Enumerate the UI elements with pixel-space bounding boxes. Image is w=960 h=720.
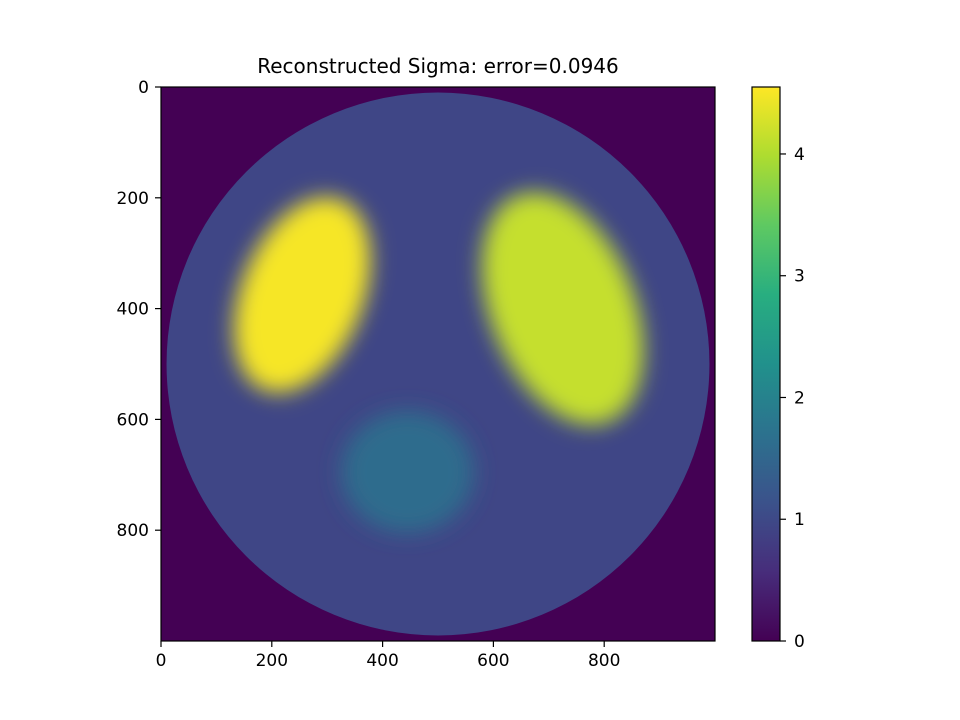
plot-area xyxy=(161,87,715,641)
colorbar-gradient xyxy=(752,87,780,641)
colorbar-ticks: 0 1 2 3 4 xyxy=(780,145,805,652)
inclusion-3 xyxy=(341,411,475,533)
colorbar-tick-label: 2 xyxy=(794,388,805,408)
x-tick-label: 600 xyxy=(477,651,509,671)
y-axis: 0 200 400 600 800 xyxy=(117,78,161,541)
x-tick-label: 400 xyxy=(366,651,398,671)
x-tick-label: 200 xyxy=(256,651,288,671)
colorbar-tick-label: 4 xyxy=(794,145,805,165)
colorbar-tick-label: 1 xyxy=(794,510,805,530)
y-tick-label: 200 xyxy=(117,189,149,209)
x-axis: 0 200 400 600 800 xyxy=(156,641,620,671)
plot-frame xyxy=(160,86,716,642)
colorbar: 0 1 2 3 4 xyxy=(751,86,805,652)
colorbar-tick-label: 3 xyxy=(794,267,805,287)
inclusions-group xyxy=(233,192,644,533)
y-tick-label: 800 xyxy=(117,521,149,541)
colorbar-tick-label: 0 xyxy=(794,632,805,652)
y-tick-label: 600 xyxy=(117,410,149,430)
y-tick-label: 400 xyxy=(117,300,149,320)
x-tick-label: 800 xyxy=(588,651,620,671)
x-tick-label: 0 xyxy=(156,651,167,671)
y-tick-label: 0 xyxy=(138,78,149,98)
colorbar-frame xyxy=(751,86,781,642)
chart-title: Reconstructed Sigma: error=0.0946 xyxy=(257,54,619,78)
inclusion-1 xyxy=(233,197,371,393)
inclusion-2 xyxy=(481,192,644,425)
